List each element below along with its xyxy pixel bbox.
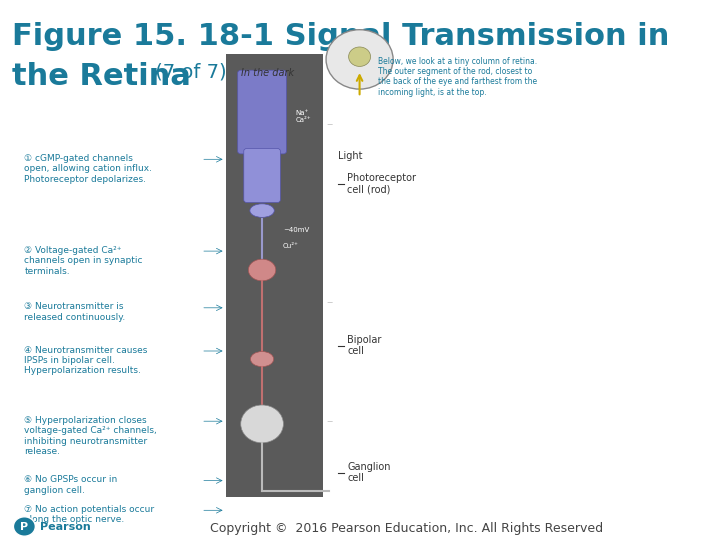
Text: (7 of 7): (7 of 7) [149, 62, 227, 81]
Bar [225, 54, 323, 497]
Text: Ganglion
cell: Ganglion cell [347, 462, 391, 483]
Text: Copyright ©  2016 Pearson Education, Inc. All Rights Reserved: Copyright © 2016 Pearson Education, Inc.… [210, 522, 603, 535]
Text: ⑥ No GPSPs occur in
ganglion cell.: ⑥ No GPSPs occur in ganglion cell. [24, 475, 117, 495]
Text: ② Voltage-gated Ca²⁺
channels open in synaptic
terminals.: ② Voltage-gated Ca²⁺ channels open in sy… [24, 246, 143, 275]
Text: Photoreceptor
cell (rod): Photoreceptor cell (rod) [347, 173, 416, 194]
Text: P: P [20, 522, 29, 531]
Text: Bipolar
cell: Bipolar cell [347, 335, 382, 356]
Ellipse shape [248, 259, 276, 281]
Text: ⑦ No action potentials occur
along the optic nerve.: ⑦ No action potentials occur along the o… [24, 505, 155, 524]
FancyBboxPatch shape [238, 70, 287, 154]
Text: Figure 15. 18-1 Signal Transmission in: Figure 15. 18-1 Signal Transmission in [12, 22, 670, 51]
Text: –: – [326, 415, 333, 428]
Text: –: – [326, 296, 333, 309]
Circle shape [348, 47, 371, 66]
Text: ~40mV: ~40mV [284, 226, 310, 233]
Circle shape [240, 405, 284, 443]
Ellipse shape [251, 352, 274, 367]
Text: Pearson: Pearson [40, 522, 91, 531]
Ellipse shape [250, 204, 274, 217]
Circle shape [14, 517, 35, 536]
Text: –: – [326, 118, 333, 131]
Text: the Retina: the Retina [12, 62, 191, 91]
Text: Na⁺
Ca²⁺: Na⁺ Ca²⁺ [296, 110, 311, 123]
Text: Light: Light [338, 151, 363, 161]
Text: ① cGMP-gated channels
open, allowing cation influx.
Photoreceptor depolarizes.: ① cGMP-gated channels open, allowing cat… [24, 154, 153, 184]
FancyBboxPatch shape [244, 148, 280, 202]
Text: ④ Neurotransmitter causes
IPSPs in bipolar cell.
Hyperpolarization results.: ④ Neurotransmitter causes IPSPs in bipol… [24, 346, 148, 375]
Text: Cu²⁺: Cu²⁺ [282, 242, 298, 249]
Text: ⑤ Hyperpolarization closes
voltage-gated Ca²⁺ channels,
inhibiting neurotransmit: ⑤ Hyperpolarization closes voltage-gated… [24, 416, 157, 456]
Text: In the dark: In the dark [240, 68, 294, 78]
Text: Below, we look at a tiny column of retina.
The outer segment of the rod, closest: Below, we look at a tiny column of retin… [378, 57, 537, 97]
Text: ③ Neurotransmitter is
released continuously.: ③ Neurotransmitter is released continuou… [24, 302, 125, 322]
Circle shape [326, 30, 393, 89]
